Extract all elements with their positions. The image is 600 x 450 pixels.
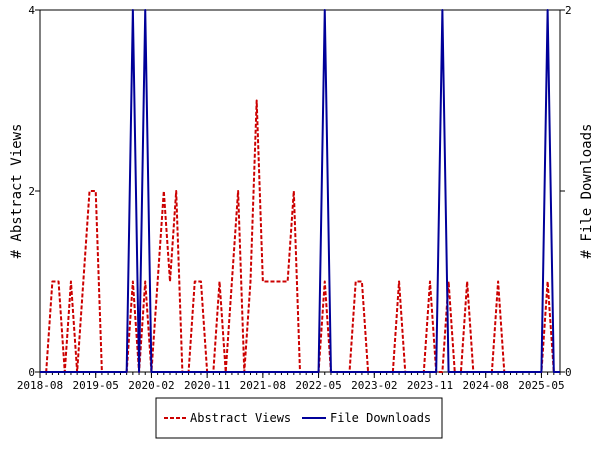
x-tick-label: 2022-05 [295, 379, 341, 392]
y-left-tick-label: 2 [28, 185, 35, 198]
y-right-tick-label: 2 [565, 4, 572, 17]
x-tick-label: 2023-02 [351, 379, 397, 392]
y-left-tick-label: 0 [28, 366, 35, 379]
x-tick-label: 2018-08 [17, 379, 63, 392]
x-tick-label: 2020-11 [184, 379, 230, 392]
legend-box [155, 397, 443, 439]
y-left-tick-label: 4 [28, 4, 35, 17]
series-line-file-downloads [40, 9, 560, 373]
x-tick-label: 2025-05 [518, 379, 564, 392]
legend-label-abstract-views: Abstract Views [190, 411, 291, 425]
y-axis-right-label: # File Downloads [579, 124, 595, 259]
x-tick-label: 2021-08 [240, 379, 286, 392]
x-tick-label: 2020-02 [128, 379, 174, 392]
legend: Abstract Views File Downloads [155, 397, 443, 439]
y-axis-left-label: # Abstract Views [9, 124, 25, 259]
legend-label-file-downloads: File Downloads [330, 411, 431, 425]
plot-area [39, 9, 561, 373]
x-tick-label: 2023-11 [407, 379, 453, 392]
y-axis-left: 0 2 4 [28, 4, 40, 379]
x-tick-label: 2019-05 [73, 379, 119, 392]
y-axis-right: 02 [560, 4, 572, 379]
y-right-tick-label: 0 [565, 366, 572, 379]
x-axis: 2018-08 2019-05 2020-02 2020-11 2021-08 2022-… [17, 372, 565, 392]
series-layer [40, 9, 560, 373]
x-tick-label: 2024-08 [463, 379, 509, 392]
